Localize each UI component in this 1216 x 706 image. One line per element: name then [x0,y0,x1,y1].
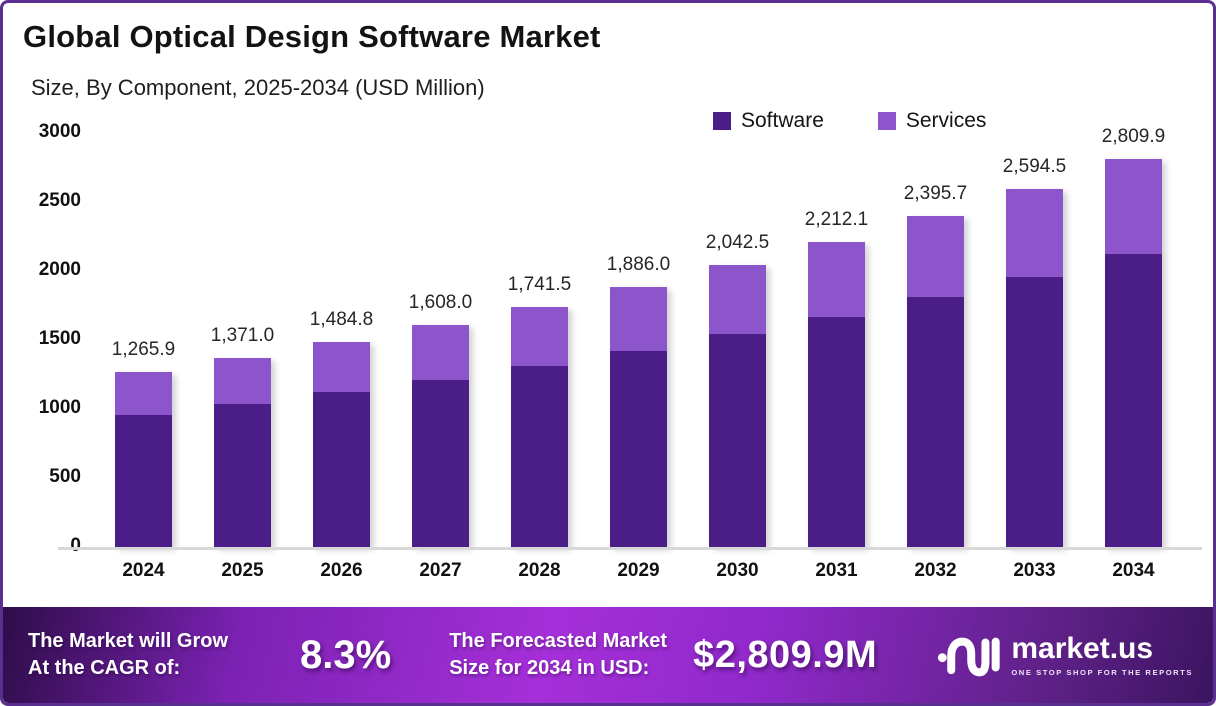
bar-segment-services [412,325,469,380]
cagr-label-line2: At the CAGR of: [28,657,181,679]
bar-column-2032: 2,395.7 [886,126,985,547]
bar-total-label: 1,886.0 [606,253,671,275]
bar-column-2031: 2,212.1 [787,126,886,547]
bar-total-label: 2,594.5 [1002,156,1067,178]
bar-total-label: 1,371.0 [210,324,275,346]
bar-segment-software [610,350,667,547]
stacked-bar [115,372,172,547]
bar-column-2028: 1,741.5 [490,126,589,547]
bar-total-label: 1,265.9 [111,339,176,361]
bar-segment-services [1105,159,1162,255]
bar-column-2027: 1,608.0 [391,126,490,547]
bar-segment-services [511,306,568,366]
stacked-bar [313,342,370,547]
bar-segment-software [313,392,370,547]
stacked-bar [1006,189,1063,547]
cagr-label-line1: The Market will Grow [28,630,229,652]
x-tick-label: 2032 [914,560,957,581]
bar-column-2029: 1,886.0 [589,126,688,547]
forecast-label: The Forecasted Market Size for 2034 in U… [449,628,667,682]
brand-text: market.us ONE STOP SHOP FOR THE REPORTS [1011,631,1193,677]
stacked-bar [214,357,271,547]
x-tick-label: 2026 [320,560,363,581]
bar-total-label: 2,809.9 [1101,126,1166,148]
bar-segment-services [1006,189,1063,277]
bar-column-2026: 1,484.8 [292,126,391,547]
bar-segment-software [1105,254,1162,547]
stacked-bar [511,306,568,547]
legend-item-services: Services [877,109,987,133]
bar-chart: 1,265.9 1,371.0 1,484.8 1,608.0 1,741.5 1,886… [58,126,1208,550]
x-tick-label: 2028 [518,560,561,581]
bar-segment-services [610,286,667,351]
page-title: Global Optical Design Software Market [23,19,601,54]
software-swatch-icon [713,112,731,130]
x-tick-label: 2033 [1013,560,1056,581]
bar-segment-software [115,415,172,547]
legend: Software Services [713,109,986,133]
bar-total-label: 1,741.5 [507,273,572,295]
bar-segment-software [214,404,271,547]
x-tick-label: 2025 [221,560,264,581]
bar-column-2034: 2,809.9 [1084,126,1183,547]
cagr-value: 8.3% [300,632,392,677]
bar-segment-services [313,342,370,393]
bar-total-label: 1,484.8 [309,309,374,331]
bar-total-label: 2,395.7 [903,183,968,205]
legend-item-software: Software [713,109,824,133]
bar-segment-software [1006,276,1063,547]
stacked-bar [808,241,865,547]
bar-segment-services [214,357,271,405]
marketus-logo-icon [938,637,1000,677]
x-axis-labels: 2024 2025 2026 2027 2028 2029 2030 2031 2032 2033… [94,560,1183,582]
stacked-bar [709,265,766,547]
bar-column-2033: 2,594.5 [985,126,1084,547]
bar-segment-services [709,265,766,335]
x-tick-label: 2027 [419,560,462,581]
brand-tagline: ONE STOP SHOP FOR THE REPORTS [1011,667,1193,677]
services-swatch-icon [877,112,896,130]
stacked-bar [907,216,964,547]
bar-total-label: 2,212.1 [804,208,869,230]
brand-logo: market.us ONE STOP SHOP FOR THE REPORTS [937,630,1193,680]
bar-segment-software [511,365,568,547]
bar-total-label: 2,042.5 [705,232,770,254]
bar-column-2025: 1,371.0 [193,126,292,547]
bar-segment-software [412,379,469,547]
legend-label: Services [905,109,987,132]
chart-subtitle: Size, By Component, 2025-2034 (USD Milli… [31,75,485,100]
bar-total-label: 1,608.0 [408,292,473,314]
x-tick-label: 2030 [716,560,759,581]
bar-segment-services [808,241,865,317]
forecast-label-line2: Size for 2034 in USD: [449,657,650,679]
x-tick-label: 2031 [815,560,858,581]
bar-segment-services [115,372,172,416]
cagr-label: The Market will Grow At the CAGR of: [28,628,228,682]
stacked-bar [610,286,667,547]
stacked-bar [1105,159,1162,547]
x-tick-label: 2024 [122,560,165,581]
bar-segment-software [808,316,865,547]
forecast-label-line1: The Forecasted Market [449,630,668,652]
x-tick-label: 2034 [1112,560,1155,581]
footer-banner: The Market will Grow At the CAGR of: 8.3… [3,607,1213,703]
brand-name: market.us [1011,631,1154,665]
bar-segment-software [709,334,766,547]
bar-series: 1,265.9 1,371.0 1,484.8 1,608.0 1,741.5 1,886… [94,126,1183,547]
bar-segment-software [907,297,964,547]
bar-column-2024: 1,265.9 [94,126,193,547]
stacked-bar [412,325,469,547]
bar-column-2030: 2,042.5 [688,126,787,547]
forecast-value: $2,809.9M [693,633,878,676]
x-tick-label: 2029 [617,560,660,581]
legend-label: Software [741,109,824,132]
x-axis-line [58,547,1202,550]
bar-segment-services [907,216,964,298]
